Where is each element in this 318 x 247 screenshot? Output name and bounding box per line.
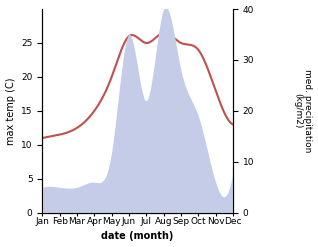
Y-axis label: max temp (C): max temp (C) [5,77,16,145]
X-axis label: date (month): date (month) [101,231,174,242]
Y-axis label: med. precipitation
(kg/m2): med. precipitation (kg/m2) [293,69,313,153]
